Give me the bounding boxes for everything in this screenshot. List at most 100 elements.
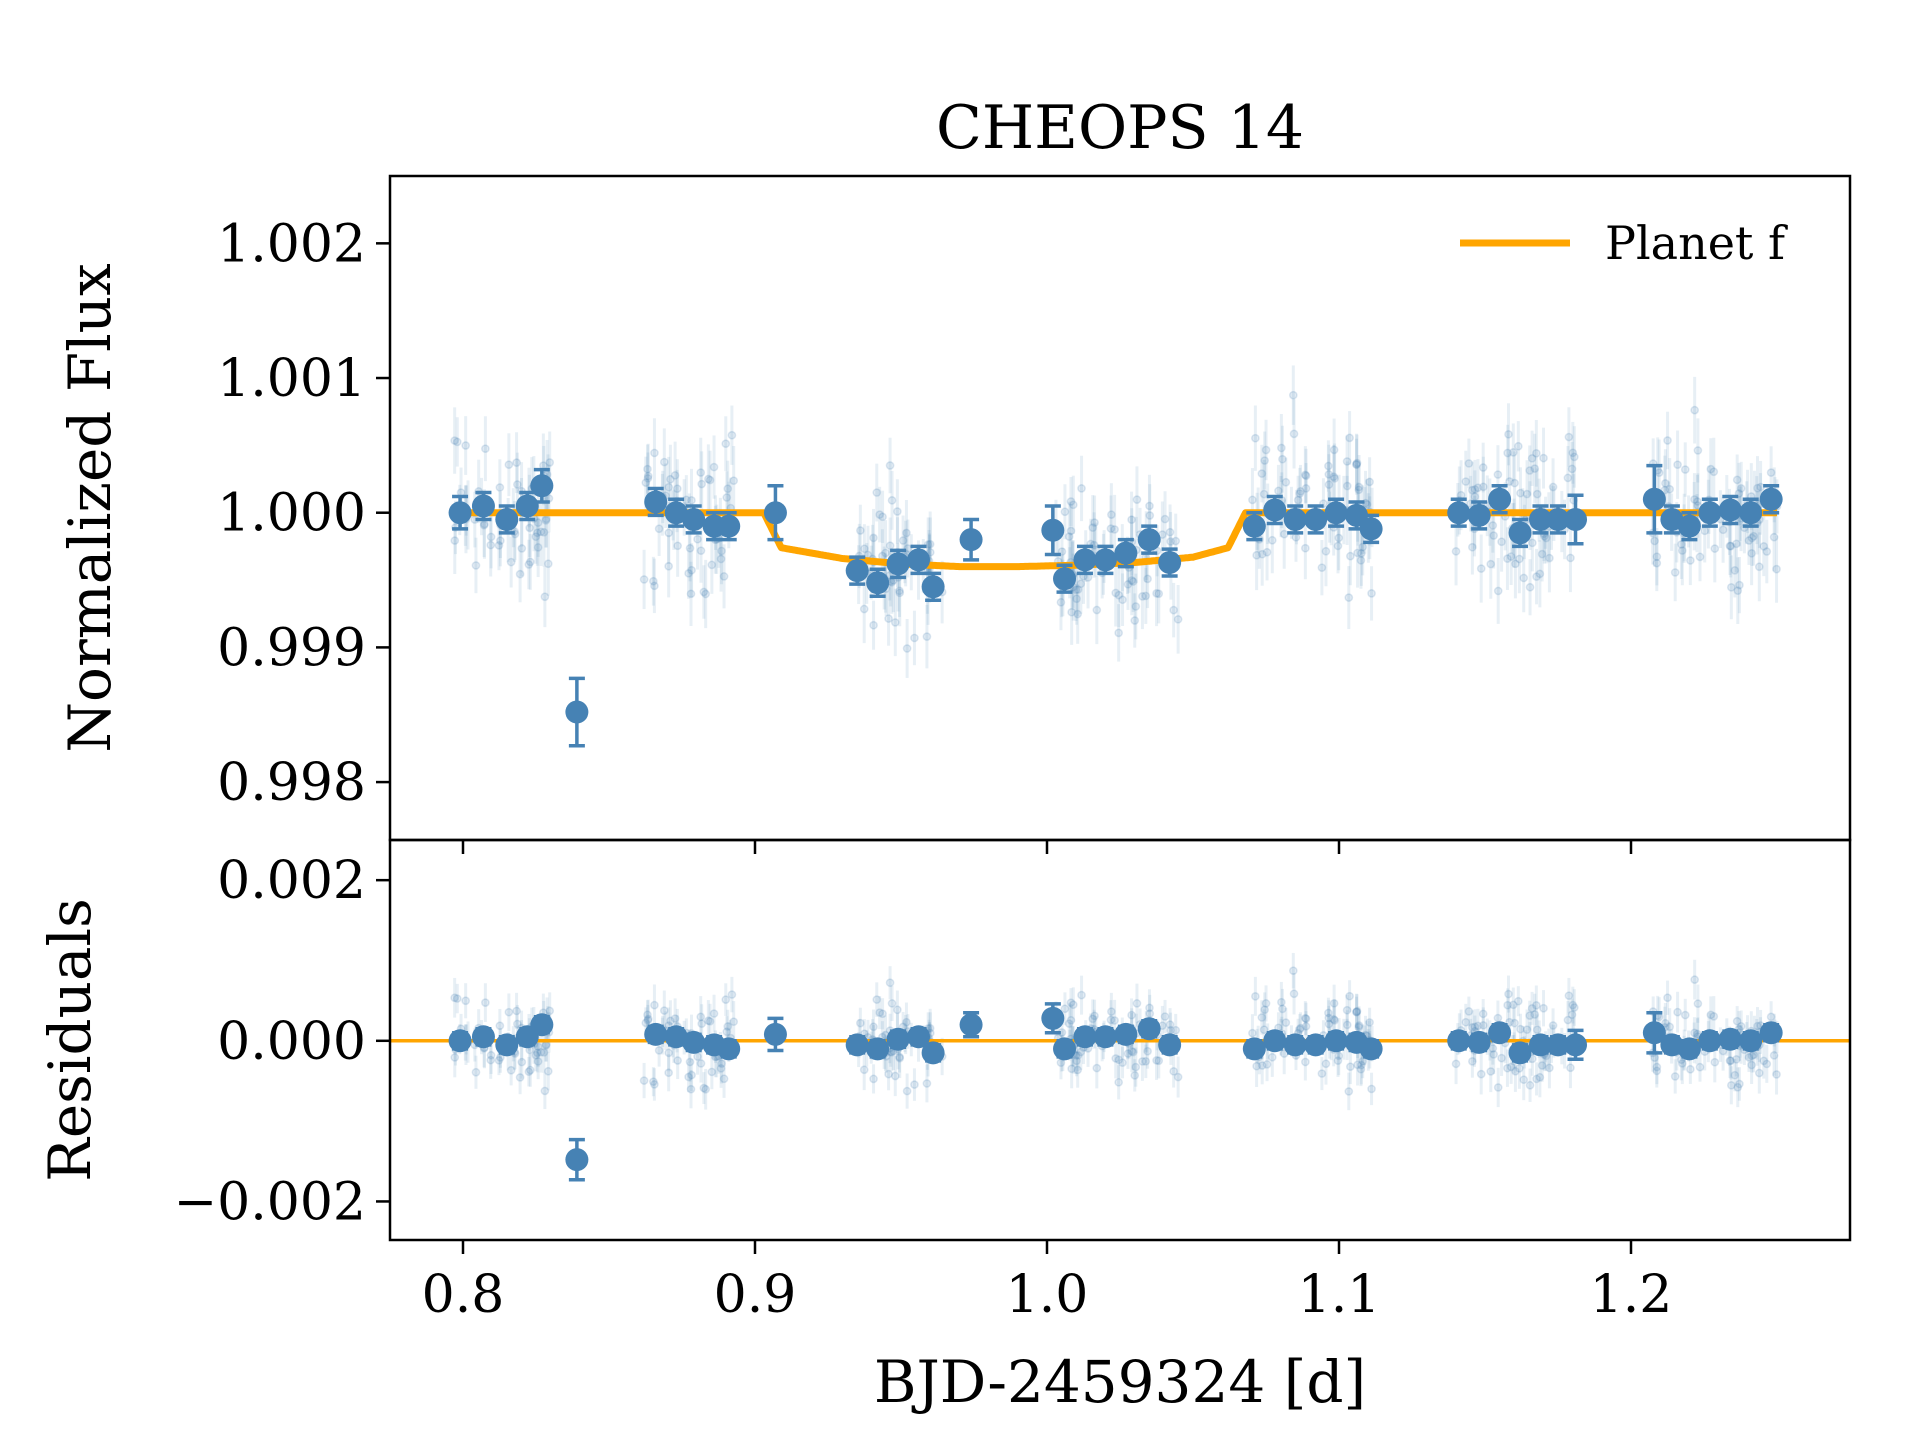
residuals-raw-point [1569,1003,1579,1012]
residuals-raw-point [1073,1051,1083,1060]
flux-raw-point [512,458,521,467]
flux-raw-point [1118,595,1127,605]
residuals-x-ticks: 0.8 0.9 1.0 1.1 1.2 [422,1240,1672,1325]
flux-binned-point [907,548,931,572]
flux-raw-point [1362,500,1372,509]
flux-raw-point [1344,593,1354,602]
residuals-binned-points [448,1002,1783,1182]
flux-raw-point [1114,590,1124,600]
residuals-raw-point [1334,1051,1344,1061]
flux-raw-point [664,528,674,538]
flux-raw-point [1652,558,1662,568]
flux-raw-point [1650,536,1659,546]
residuals-raw-point [1352,1007,1361,1017]
flux-raw-point [1522,489,1532,499]
flux-raw-point [869,533,878,543]
flux-raw-point [1090,518,1099,527]
flux-binned-point [1359,517,1383,541]
residuals-raw-point [1329,1014,1339,1024]
flux-raw-point [494,541,504,550]
residuals-raw-point [1535,1072,1545,1082]
residuals-raw-point [1344,1087,1354,1096]
flux-raw-point [1503,554,1512,563]
residuals-raw-point [1354,1021,1364,1030]
flux-binned-point [1114,541,1138,565]
flux-raw-point [1274,486,1283,496]
residuals-raw-point [1532,1074,1541,1084]
flux-raw-point [461,441,471,450]
residuals-raw-point [486,1055,496,1065]
residuals-raw-point [1725,1056,1735,1066]
flux-raw-point [1478,463,1488,472]
residuals-raw-point [1261,999,1271,1008]
flux-raw-point [1710,544,1720,553]
residuals-raw-point [1504,989,1513,999]
residuals-binned-point [471,1025,495,1049]
flux-raw-point [902,644,912,653]
flux-binned-point [845,559,869,583]
residuals-raw-point [1539,1003,1548,1013]
flux-raw-point [486,532,496,542]
residuals-raw-point [1068,1000,1078,1010]
flux-raw-point [1356,549,1366,558]
residuals-raw-point [1522,1025,1532,1035]
residuals-raw-point [1563,1015,1573,1025]
flux-binned-point [1660,507,1684,531]
flux-raw-point [697,479,707,489]
flux-raw-point [1539,453,1548,463]
residuals-raw-point [1353,1060,1362,1070]
residuals-y-ticks: −0.002 0.000 0.002 [174,851,390,1232]
residuals-binned-point [1263,1029,1287,1053]
residuals-binned-point [1041,1006,1065,1030]
residuals-raw-point [1519,1075,1529,1085]
flux-raw-point [1166,537,1175,546]
flux-binned-point [1158,551,1182,575]
residuals-raw-point [1726,1056,1736,1066]
flux-raw-point [1531,448,1541,458]
residuals-raw-point [504,1007,514,1017]
residuals-raw-point [506,1065,516,1075]
residuals-raw-point [1510,1018,1519,1028]
residuals-raw-point [1489,1050,1499,1059]
residuals-binned-point [1073,1025,1097,1049]
flux-raw-point [723,484,733,494]
residuals-raw-point [856,1018,865,1028]
residuals-raw-point [1289,989,1299,999]
residuals-binned-point [1158,1033,1182,1057]
flux-raw-point [1066,497,1076,506]
flux-raw-point [1706,464,1716,474]
legend: Planet f [1460,216,1788,270]
flux-raw-point [1130,616,1140,625]
flux-raw-point [1511,559,1520,569]
residuals-raw-point [486,1050,496,1060]
flux-raw-point [705,475,715,485]
flux-raw-point [1461,477,1471,486]
flux-raw-point [1123,579,1133,589]
flux-binned-point [1488,487,1512,511]
flux-raw-point [875,510,884,519]
residuals-raw-point [1652,1066,1662,1076]
residuals-binned-point [682,1030,706,1054]
flux-raw-point [1295,489,1305,498]
flux-binned-point [1508,521,1532,545]
residuals-raw-point [1288,966,1298,976]
residuals-raw-point [1470,1022,1480,1032]
flux-raw-point [1342,481,1352,491]
flux-raw-point [659,457,669,467]
flux-raw-point [1744,536,1754,545]
flux-raw-point [452,437,462,447]
residuals-raw-point [1530,1010,1540,1019]
flux-raw-point [545,458,555,467]
residuals-raw-point [1567,1010,1577,1020]
residuals-raw-point [1329,998,1339,1008]
flux-raw-point [1288,390,1298,400]
flux-raw-point [1267,535,1277,545]
flux-raw-point [1569,452,1579,462]
residuals-raw-point [1321,1059,1331,1069]
flux-raw-point [1356,555,1366,565]
residuals-raw-point [1092,1063,1102,1073]
flux-raw-point [1700,526,1710,536]
flux-raw-point [1747,549,1756,558]
residuals-binned-point [763,1022,787,1046]
